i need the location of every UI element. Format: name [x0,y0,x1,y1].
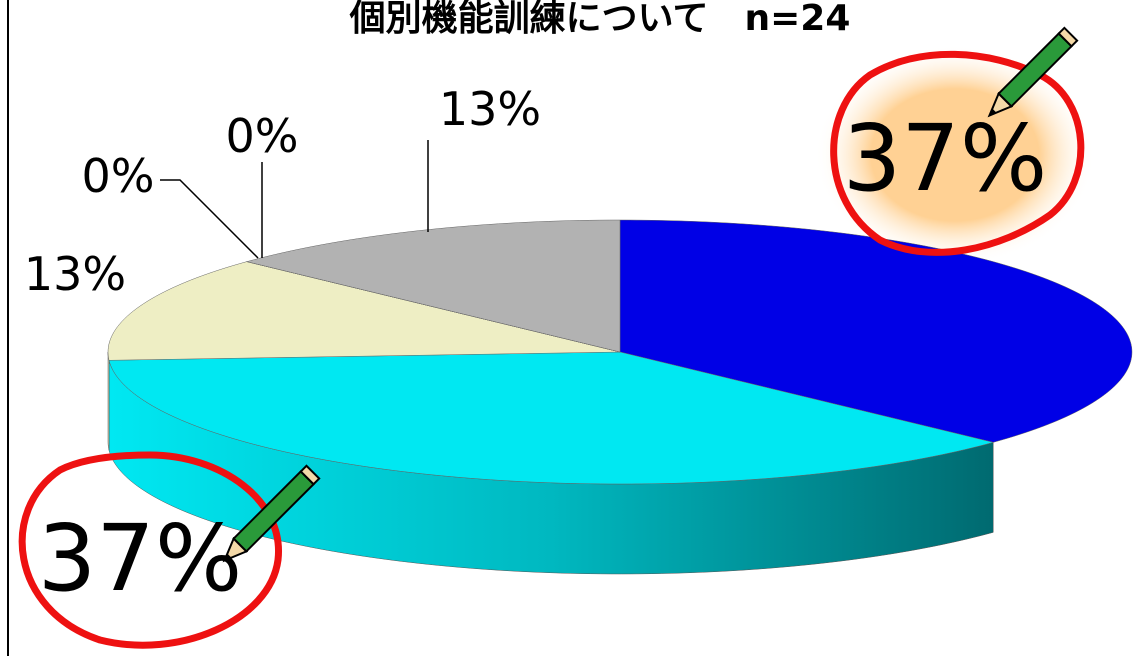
data-label: 13% [24,247,126,301]
leader-line [160,179,259,259]
data-label: 0% [226,109,299,163]
slice [619,219,1133,443]
annotation-circle [18,451,282,649]
pie [107,219,1133,575]
pencil-icon [222,464,321,563]
data-label: 37% [38,505,242,612]
leader-lines [160,140,429,259]
chart-title: 個別機能訓練について n=24 [349,0,851,39]
slice [108,351,994,485]
data-labels: 37% 37% 13% 0% 0% 13% [24,82,1047,612]
slice-side [107,351,110,451]
highlight-glow [815,45,1095,265]
data-label: 37% [843,105,1047,212]
data-label: 0% [82,149,155,203]
slice [246,219,621,353]
pencil-icon [987,26,1079,118]
data-label: 13% [439,82,541,136]
slice [107,261,621,361]
annotation-circle [830,50,1085,256]
